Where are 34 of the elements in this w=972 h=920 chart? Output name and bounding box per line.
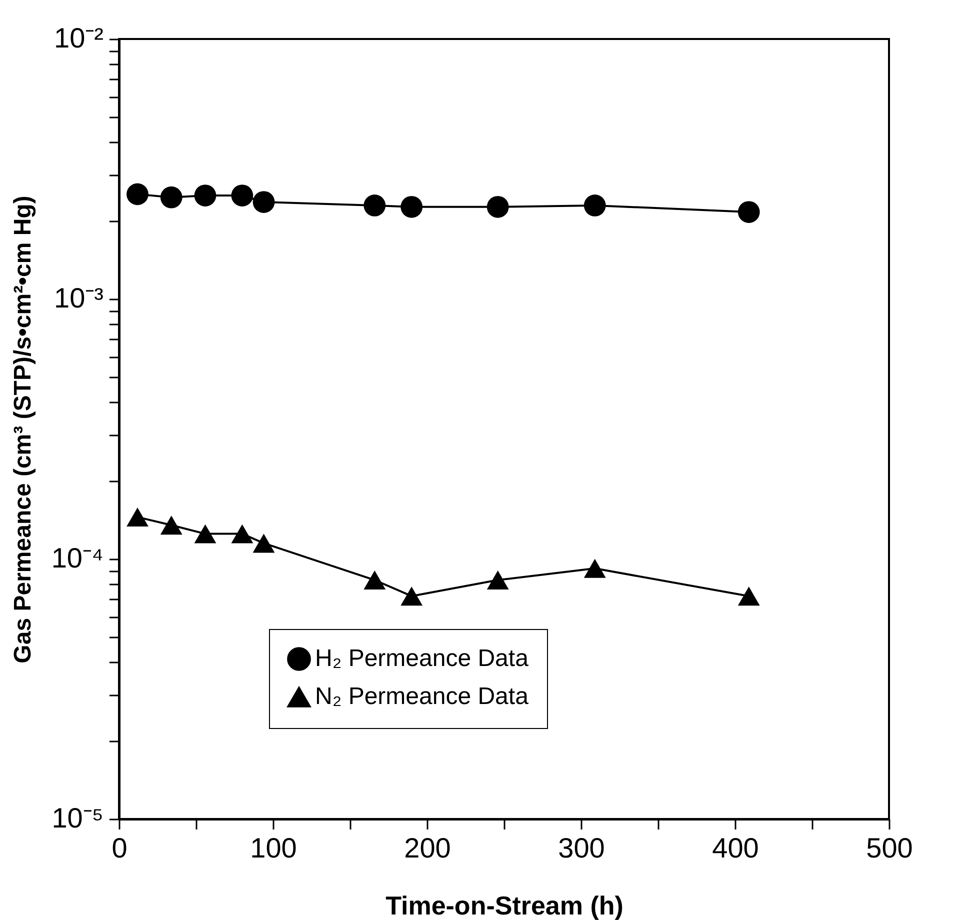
point	[364, 194, 386, 216]
point	[738, 201, 760, 223]
point	[194, 184, 216, 206]
point	[126, 508, 148, 527]
x-tick-label: 0	[112, 832, 128, 864]
point	[160, 186, 182, 208]
x-tick-label: 100	[250, 832, 297, 864]
y-tick-label: 10⁻⁴	[51, 542, 104, 574]
x-tick-label: 300	[558, 832, 605, 864]
point	[738, 586, 760, 606]
point	[160, 516, 182, 535]
point	[252, 534, 275, 553]
point	[584, 194, 606, 216]
point	[126, 183, 148, 206]
x-tick-label: 400	[712, 832, 759, 864]
y-tick-label: 10⁻³	[54, 282, 104, 314]
x-axis-title: Time-on-Stream (h)	[386, 890, 624, 920]
point	[584, 558, 606, 578]
legend-label: H₂ Permeance Data	[315, 645, 530, 672]
y-tick-label: 10⁻²	[54, 22, 104, 54]
point	[400, 586, 423, 606]
point	[400, 196, 423, 218]
point	[231, 524, 254, 544]
legend-label: N₂ Permeance Data	[315, 683, 530, 710]
point	[194, 524, 216, 544]
point	[231, 184, 254, 206]
x-tick-label: 200	[404, 832, 451, 864]
point	[486, 196, 509, 218]
y-axis-title: Gas Permeance (cm³ (STP)/s•cm²•cm Hg)	[9, 196, 36, 664]
point	[364, 570, 386, 590]
y-tick-label: 10⁻⁵	[52, 802, 104, 834]
point	[486, 570, 509, 590]
point	[252, 191, 275, 213]
x-tick-label: 500	[866, 832, 913, 864]
